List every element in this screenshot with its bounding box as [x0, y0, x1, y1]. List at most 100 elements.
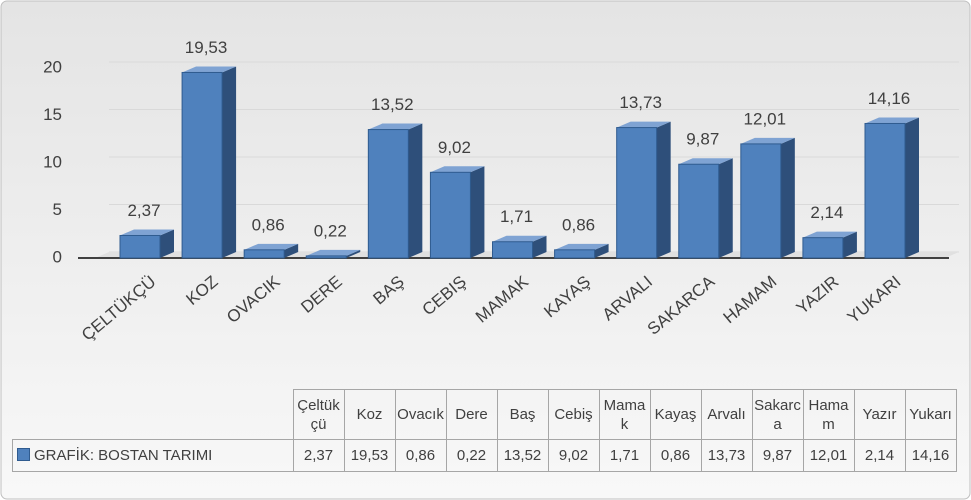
table-value: 9,02: [547, 439, 600, 472]
bar-front: [678, 163, 720, 259]
bar-side: [842, 231, 857, 258]
bar-top: [678, 158, 733, 165]
bar-side: [780, 137, 795, 258]
bar-side: [346, 249, 361, 258]
data-label: 9,87: [686, 130, 719, 149]
bar-front: [243, 249, 285, 259]
bar-front: [181, 71, 223, 259]
table-corner: [13, 390, 294, 440]
table-header: Arvalı: [700, 389, 753, 440]
y-tick-label: 15: [43, 105, 62, 124]
table-value: 14,16: [904, 439, 957, 472]
bar: [554, 243, 609, 259]
table-value: 19,53: [343, 439, 396, 472]
table-header: Baş: [496, 389, 549, 440]
bar-front: [429, 171, 471, 259]
bar-front: [119, 234, 161, 259]
bar-side: [408, 123, 423, 258]
data-label: 12,01: [744, 109, 787, 128]
table-header: Kayaş: [649, 389, 702, 440]
table-header: Mamak: [598, 389, 651, 440]
table-header: Yazır: [853, 389, 906, 440]
bar: [119, 229, 174, 259]
bar-side: [284, 243, 299, 258]
bar-front: [740, 143, 782, 259]
table-value: 9,87: [751, 439, 804, 472]
bar-side: [532, 235, 547, 258]
bar: [740, 137, 795, 259]
table-value: 0,86: [649, 439, 702, 472]
data-label: 0,86: [562, 215, 595, 234]
bar: [802, 231, 857, 259]
table-header: Dere: [445, 389, 498, 440]
data-label: 13,52: [371, 95, 414, 114]
bar-side: [222, 66, 237, 258]
table-value: 12,01: [802, 439, 855, 472]
table-header: Cebiş: [547, 389, 600, 440]
bar-top: [492, 235, 547, 242]
table-row-label: GRAFİK: BOSTAN TARIMI: [12, 439, 294, 472]
data-label: 2,37: [127, 201, 160, 220]
table-header: Hamam: [802, 389, 855, 440]
table-header: Ovacık: [394, 389, 447, 440]
bar-top: [182, 66, 237, 73]
bar-top: [740, 137, 795, 144]
data-label: 0,22: [314, 221, 347, 240]
table-value: 0,86: [394, 439, 447, 472]
y-tick-label: 20: [43, 57, 62, 76]
bar-front: [367, 129, 409, 259]
table-value: 13,73: [700, 439, 753, 472]
bar: [616, 121, 671, 259]
bar: [305, 249, 361, 259]
bar-top: [802, 231, 857, 238]
legend-swatch: [17, 448, 30, 461]
bar-front: [864, 122, 906, 259]
bar-top: [368, 123, 423, 130]
data-label: 2,14: [810, 203, 843, 222]
bar-top: [430, 166, 485, 173]
table-value: 1,71: [598, 439, 651, 472]
table-header: Yukarı: [904, 389, 957, 440]
y-tick-label: 10: [43, 152, 62, 171]
legend-label: GRAFİK: BOSTAN TARIMI: [34, 447, 213, 464]
table-header: Sakarca: [751, 389, 804, 440]
bar-top: [306, 249, 361, 256]
bar: [181, 66, 237, 259]
table-header: Koz: [343, 389, 396, 440]
table-value: 13,52: [496, 439, 549, 472]
bar-top: [865, 117, 919, 124]
bar-front: [554, 249, 596, 259]
bar-side: [594, 243, 609, 258]
table-value: 0,22: [445, 439, 498, 472]
y-tick-label: 0: [53, 247, 62, 266]
bar-side: [470, 166, 485, 258]
bar-top: [616, 121, 671, 128]
data-label: 9,02: [438, 138, 471, 157]
table-value: 2,14: [853, 439, 906, 472]
table-header: Çeltükçü: [292, 389, 345, 440]
bar-top: [554, 243, 609, 250]
table-header-row: Çeltükçü Koz Ovacık Dere Baş Cebiş Mamak Kayaş A…: [13, 389, 957, 440]
bar: [367, 123, 423, 259]
data-label: 19,53: [185, 38, 228, 57]
table-value: 2,37: [292, 439, 345, 472]
bar: [429, 166, 485, 259]
data-label: 13,73: [619, 93, 662, 112]
bar-top: [244, 243, 299, 250]
bar: [243, 243, 299, 259]
bar-front: [492, 241, 533, 259]
y-tick-label: 5: [53, 200, 62, 219]
data-table: Çeltükçü Koz Ovacık Dere Baş Cebiş Mamak Kayaş A…: [12, 389, 957, 472]
bar-front: [616, 127, 658, 259]
data-label: 1,71: [500, 207, 533, 226]
bar-side: [160, 229, 174, 258]
bar-front: [802, 237, 844, 259]
bar-side: [718, 158, 733, 258]
data-label: 14,16: [868, 89, 911, 108]
bar: [492, 235, 547, 259]
bar-front: [305, 255, 347, 259]
bar-side: [656, 121, 671, 258]
bar-top: [120, 229, 174, 236]
